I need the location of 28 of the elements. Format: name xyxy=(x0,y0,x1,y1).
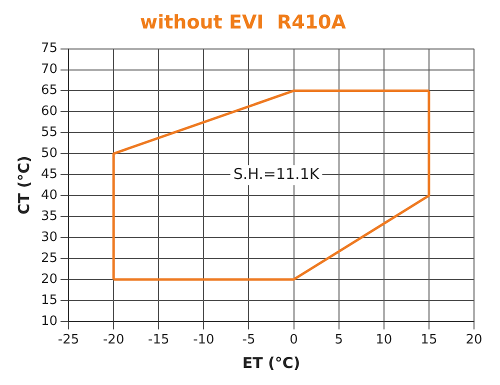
y-tick-label: 25 xyxy=(40,250,58,266)
x-tick-label: 5 xyxy=(334,332,343,348)
x-tick-label: 15 xyxy=(420,332,438,348)
y-tick-label: 45 xyxy=(40,166,58,182)
y-tick-label: 75 xyxy=(40,41,58,56)
y-tick-label: 65 xyxy=(40,83,58,98)
y-tick-label: 15 xyxy=(40,292,58,308)
y-tick-label: 20 xyxy=(40,272,58,287)
y-tick-label: 70 xyxy=(40,62,58,78)
y-tick-label: 35 xyxy=(40,208,58,224)
y-tick-label: 10 xyxy=(40,314,58,329)
x-tick-label: 20 xyxy=(466,332,482,348)
y-tick-label: 30 xyxy=(40,230,58,245)
x-tick-label: -15 xyxy=(148,332,170,348)
x-tick-label: -20 xyxy=(102,332,124,348)
y-axis-title: CT (°C) xyxy=(14,156,33,214)
y-tick-label: 40 xyxy=(40,188,58,203)
x-tick-label: -5 xyxy=(242,332,256,348)
annotation: S.H.=11.1K xyxy=(233,164,320,183)
chart-title: without EVI R410A xyxy=(140,11,346,34)
y-tick-label: 55 xyxy=(40,125,58,140)
x-tick-label: 10 xyxy=(376,332,392,348)
x-tick-label: 0 xyxy=(290,332,298,348)
x-tick-label: -10 xyxy=(193,332,214,348)
y-tick-label: 50 xyxy=(40,146,58,162)
x-axis-title: ET (°C) xyxy=(242,354,300,372)
y-tick-label: 60 xyxy=(40,104,58,120)
x-tick-label: -25 xyxy=(58,332,80,348)
